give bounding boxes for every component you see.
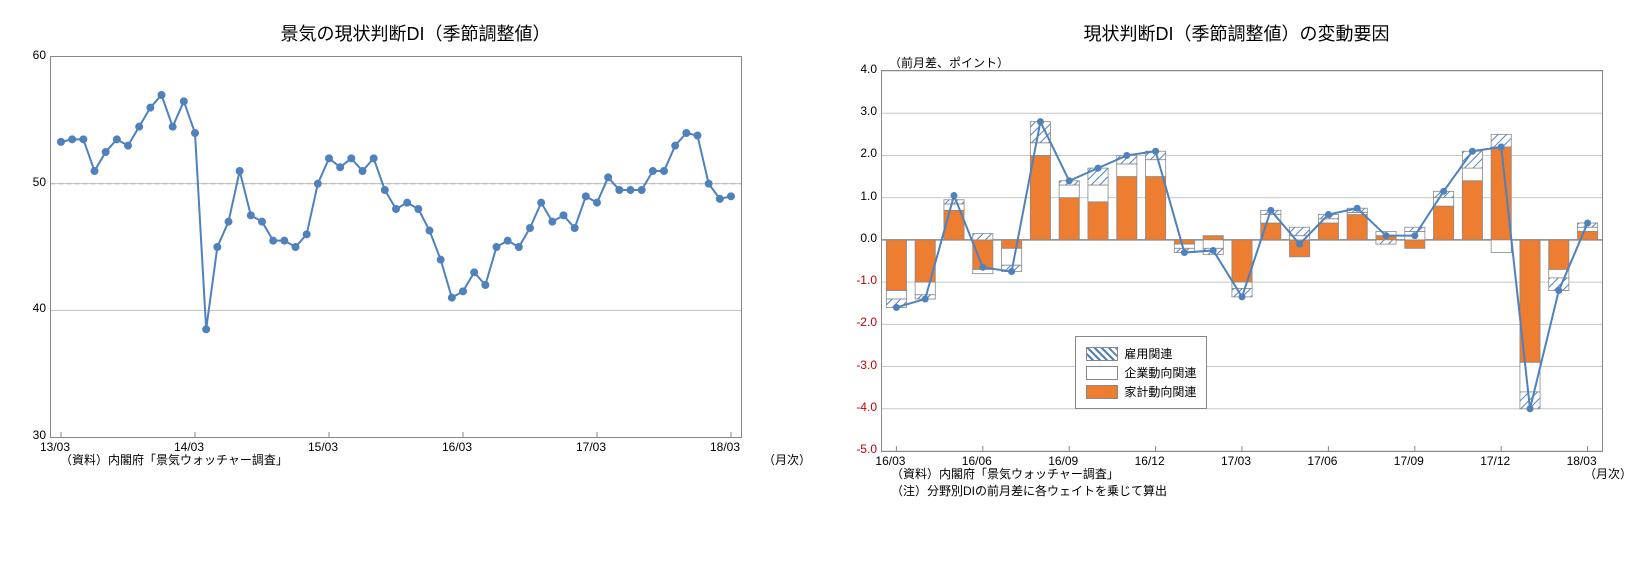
legend-item: 家計動向関連 (1086, 383, 1196, 400)
y-tick-label: 40 (20, 301, 46, 315)
y-tick-label: -5.0 (843, 442, 877, 456)
right-legend: 雇用関連企業動向関連家計動向関連 (1075, 336, 1207, 409)
legend-item: 雇用関連 (1086, 345, 1196, 362)
right-x-axis-unit: （月次） (1584, 465, 1632, 482)
right-chart-title: 現状判断DI（季節調整値）の変動要因 (841, 20, 1632, 46)
legend-item: 企業動向関連 (1086, 364, 1196, 381)
left-source-note: （資料）内閣府「景気ウォッチャー調査」 (60, 451, 811, 468)
legend-label: 雇用関連 (1124, 345, 1172, 362)
y-tick-label: 4.0 (843, 62, 877, 76)
right-y-sub-label: （前月差、ポイント） (889, 54, 1009, 71)
y-tick-label: 50 (20, 175, 46, 189)
y-tick-label: -3.0 (843, 358, 877, 372)
right-chart-svg (881, 70, 1603, 452)
y-tick-label: 2.0 (843, 146, 877, 160)
left-chart-title: 景気の現状判断DI（季節調整値） (20, 20, 811, 46)
right-source-note-1: （資料）内閣府「景気ウォッチャー調査」 (891, 465, 1632, 482)
left-chart-svg (50, 56, 742, 438)
left-chart: 景気の現状判断DI（季節調整値） 30405060 13/0314/0315/0… (20, 20, 811, 499)
y-tick-label: 0.0 (843, 231, 877, 245)
y-tick-label: 3.0 (843, 104, 877, 118)
y-tick-label: 1.0 (843, 189, 877, 203)
legend-swatch (1086, 347, 1118, 361)
right-source-note-2: （注）分野別DIの前月差に各ウェイトを乗じて算出 (891, 482, 1632, 499)
legend-label: 家計動向関連 (1124, 383, 1196, 400)
y-tick-label: -1.0 (843, 273, 877, 287)
legend-label: 企業動向関連 (1124, 364, 1196, 381)
right-chart: 現状判断DI（季節調整値）の変動要因 （前月差、ポイント） -5.0 -4.0 -3… (841, 20, 1632, 499)
legend-swatch (1086, 385, 1118, 399)
y-tick-label: -2.0 (843, 315, 877, 329)
y-tick-label: -4.0 (843, 400, 877, 414)
legend-swatch (1086, 366, 1118, 380)
left-x-axis-unit: （月次） (763, 451, 811, 468)
y-tick-label: 60 (20, 48, 46, 62)
